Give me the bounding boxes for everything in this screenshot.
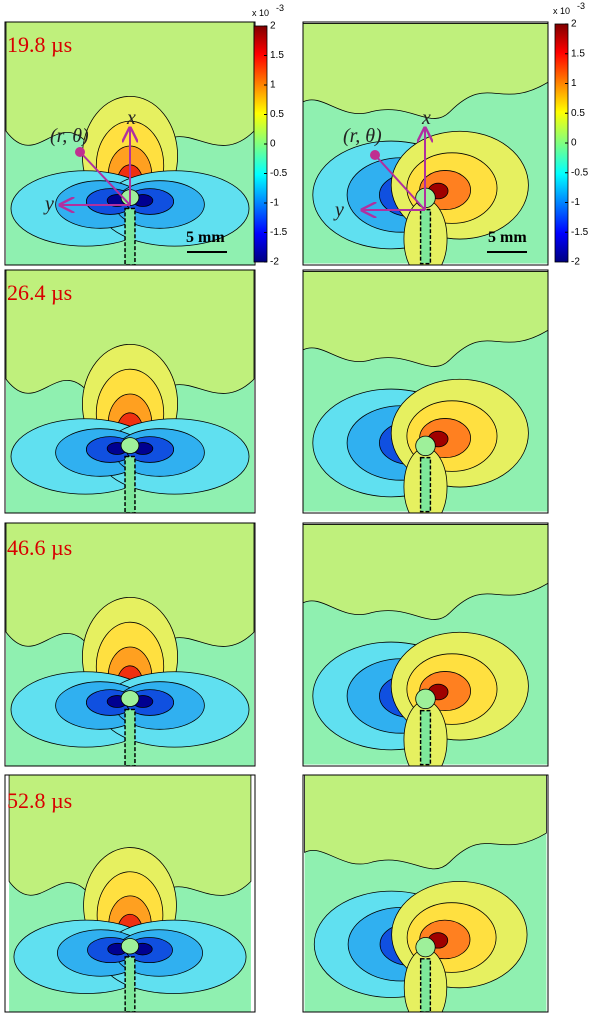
panel	[302, 269, 549, 514]
time-label: 46.6 µs	[7, 535, 72, 560]
colorbar-tick-label: -1	[571, 197, 580, 208]
time-label: 26.4 µs	[7, 280, 72, 305]
colorbar-tick-label: -1	[270, 198, 279, 209]
axis-label: x	[126, 107, 136, 129]
colorbar-tick-label: 1	[270, 80, 276, 91]
scale-label: 5 mm	[186, 229, 225, 246]
time-label: 52.8 µs	[7, 788, 72, 813]
panel: 46.6 µs	[4, 522, 256, 767]
colorbar-multiplier: x 10	[252, 8, 269, 18]
colorbar-tick-label: 1.5	[270, 50, 284, 61]
axis-label: x	[421, 107, 431, 129]
colorbar-tick-label: 0	[270, 139, 276, 150]
colorbar-tick-label: 1.5	[571, 48, 585, 59]
point-label: (r, θ)	[50, 125, 89, 147]
axis-label: y	[43, 193, 54, 215]
colorbar-tick-label: 0.5	[270, 109, 284, 120]
panel: 26.4 µs	[4, 269, 256, 514]
colorbar-tick-label: 2	[270, 21, 276, 32]
panels: 19.8 µs 26.4 µs 46.6 µs 52.8 µs	[4, 21, 549, 1013]
panel: 19.8 µs	[4, 21, 256, 266]
colorbar-tick-label: 2	[571, 19, 577, 30]
colorbar-tick-label: -0.5	[270, 168, 288, 179]
colorbar-tick-label: 0	[571, 138, 577, 149]
panel	[302, 522, 549, 767]
colorbar-tick-label: -1.5	[571, 227, 589, 238]
axis-label: y	[333, 199, 344, 221]
scale-label: 5 mm	[488, 229, 527, 246]
panel	[302, 774, 549, 1013]
colorbar-tick-label: 0.5	[571, 108, 585, 119]
colorbar-tick-label: 1	[571, 78, 577, 89]
colorbar-exponent: -3	[577, 1, 585, 11]
time-label: 19.8 µs	[7, 32, 72, 57]
colorbar-tick-label: -2	[571, 257, 580, 268]
point-label: (r, θ)	[343, 125, 382, 147]
colorbar-tick-label: -1.5	[270, 227, 288, 238]
colorbar-tick-label: -2	[270, 257, 279, 268]
colorbar-exponent: -3	[276, 3, 284, 13]
colorbar-multiplier: x 10	[553, 6, 570, 16]
panel: 52.8 µs	[4, 774, 256, 1013]
colorbar-tick-label: -0.5	[571, 167, 589, 178]
coordinate-annotation	[60, 128, 527, 253]
panel	[302, 21, 549, 266]
